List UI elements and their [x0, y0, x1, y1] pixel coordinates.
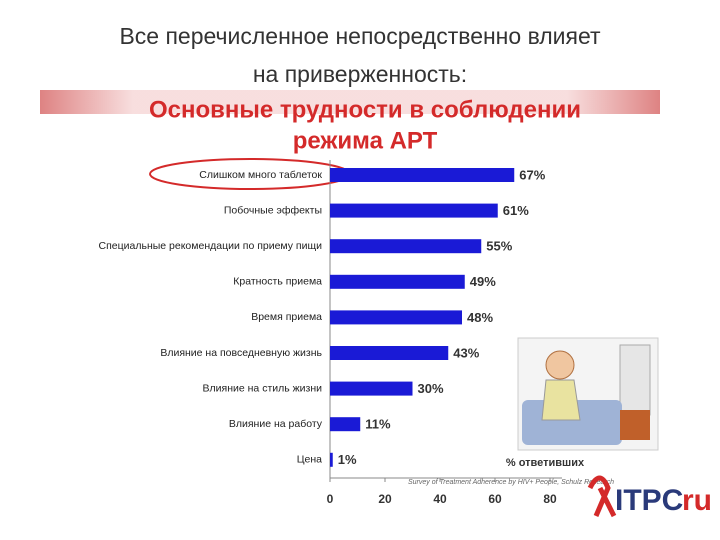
- slide-title: Все перечисленное непосредственно влияет: [119, 23, 601, 49]
- x-tick-label: 40: [433, 492, 447, 506]
- x-axis-label: % ответивших: [506, 457, 585, 469]
- value-label: 49%: [470, 274, 496, 289]
- x-tick-label: 20: [378, 492, 392, 506]
- value-label: 11%: [365, 417, 391, 432]
- category-label: Слишком много таблеток: [199, 169, 322, 181]
- category-label: Влияние на работу: [229, 418, 323, 430]
- value-label: 43%: [453, 345, 479, 360]
- value-label: 48%: [467, 310, 493, 325]
- chart-title: Основные трудности в соблюдении: [149, 96, 581, 123]
- x-tick-label: 0: [327, 492, 334, 506]
- bar: [330, 346, 449, 360]
- category-label: Специальные рекомендации по приему пищи: [99, 240, 323, 252]
- category-label: Влияние на стиль жизни: [203, 382, 323, 394]
- bar: [330, 417, 361, 432]
- source-note: Survey of Treatment Adherence by HIV+ Pe…: [408, 479, 614, 486]
- bar: [330, 168, 515, 182]
- slide-title: на приверженность:: [253, 61, 467, 87]
- bar: [330, 310, 462, 325]
- bar: [330, 452, 333, 467]
- value-label: 61%: [503, 203, 529, 218]
- x-tick-label: 80: [543, 492, 557, 506]
- logo-suffix: ru: [682, 484, 712, 517]
- logo-ribbon: [587, 475, 617, 518]
- value-label: 30%: [418, 381, 444, 396]
- category-label: Кратность приема: [233, 276, 322, 288]
- title-band: [40, 90, 660, 114]
- logo-name: ITPC: [615, 484, 683, 517]
- category-label: Побочные эффекты: [224, 204, 322, 216]
- illustration: [517, 337, 659, 451]
- bar: [330, 203, 498, 218]
- category-label: Время приема: [251, 311, 322, 323]
- value-label: 1%: [338, 452, 357, 467]
- bar: [330, 239, 482, 254]
- value-label: 67%: [519, 167, 545, 182]
- bar: [330, 381, 413, 396]
- bar: [330, 274, 465, 289]
- category-label: Цена: [297, 454, 322, 466]
- chart-title: режима АРТ: [293, 127, 438, 154]
- value-label: 55%: [486, 239, 512, 254]
- x-tick-label: 60: [488, 492, 502, 506]
- category-label: Влияние на повседневную жизнь: [160, 347, 322, 359]
